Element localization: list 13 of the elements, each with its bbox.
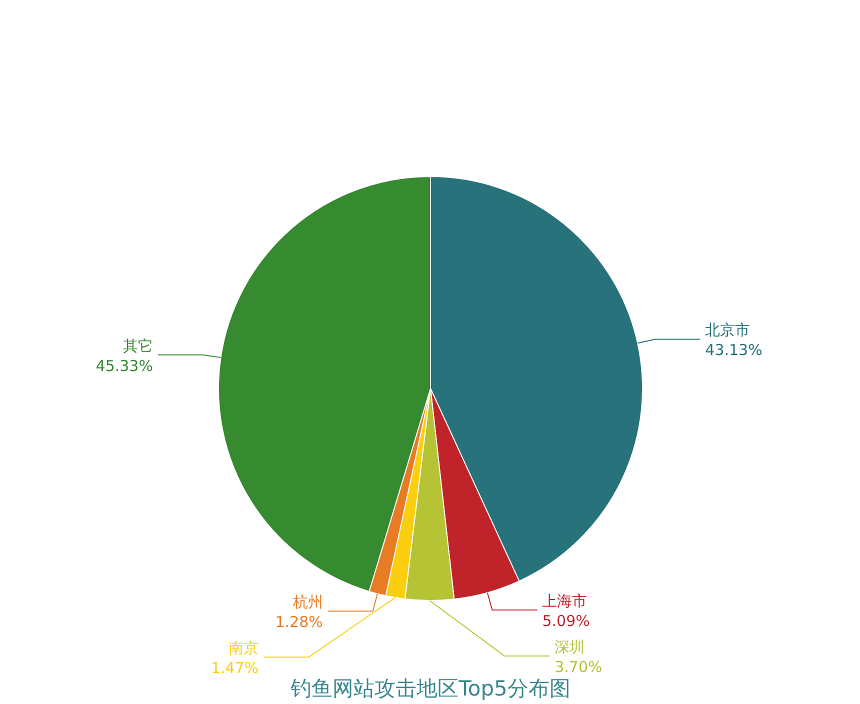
- data-label: 45.33%: [96, 356, 153, 375]
- data-label: 3.70%: [554, 658, 602, 676]
- slice-label: 深圳: [554, 638, 585, 656]
- data-label: 1.47%: [210, 659, 259, 678]
- slice-label: 北京市: [705, 321, 750, 340]
- slice-label: 南京: [228, 639, 259, 658]
- data-label: 5.09%: [542, 612, 590, 630]
- data-label: 1.28%: [275, 613, 323, 632]
- slice-label: 上海市: [542, 592, 588, 610]
- slice-label: 杭州: [292, 593, 323, 612]
- text: 钓鱼网站攻击地区Top5分布图: [290, 676, 570, 700]
- slice-label: 其它: [122, 336, 153, 355]
- data-label: 43.13%: [705, 341, 762, 360]
